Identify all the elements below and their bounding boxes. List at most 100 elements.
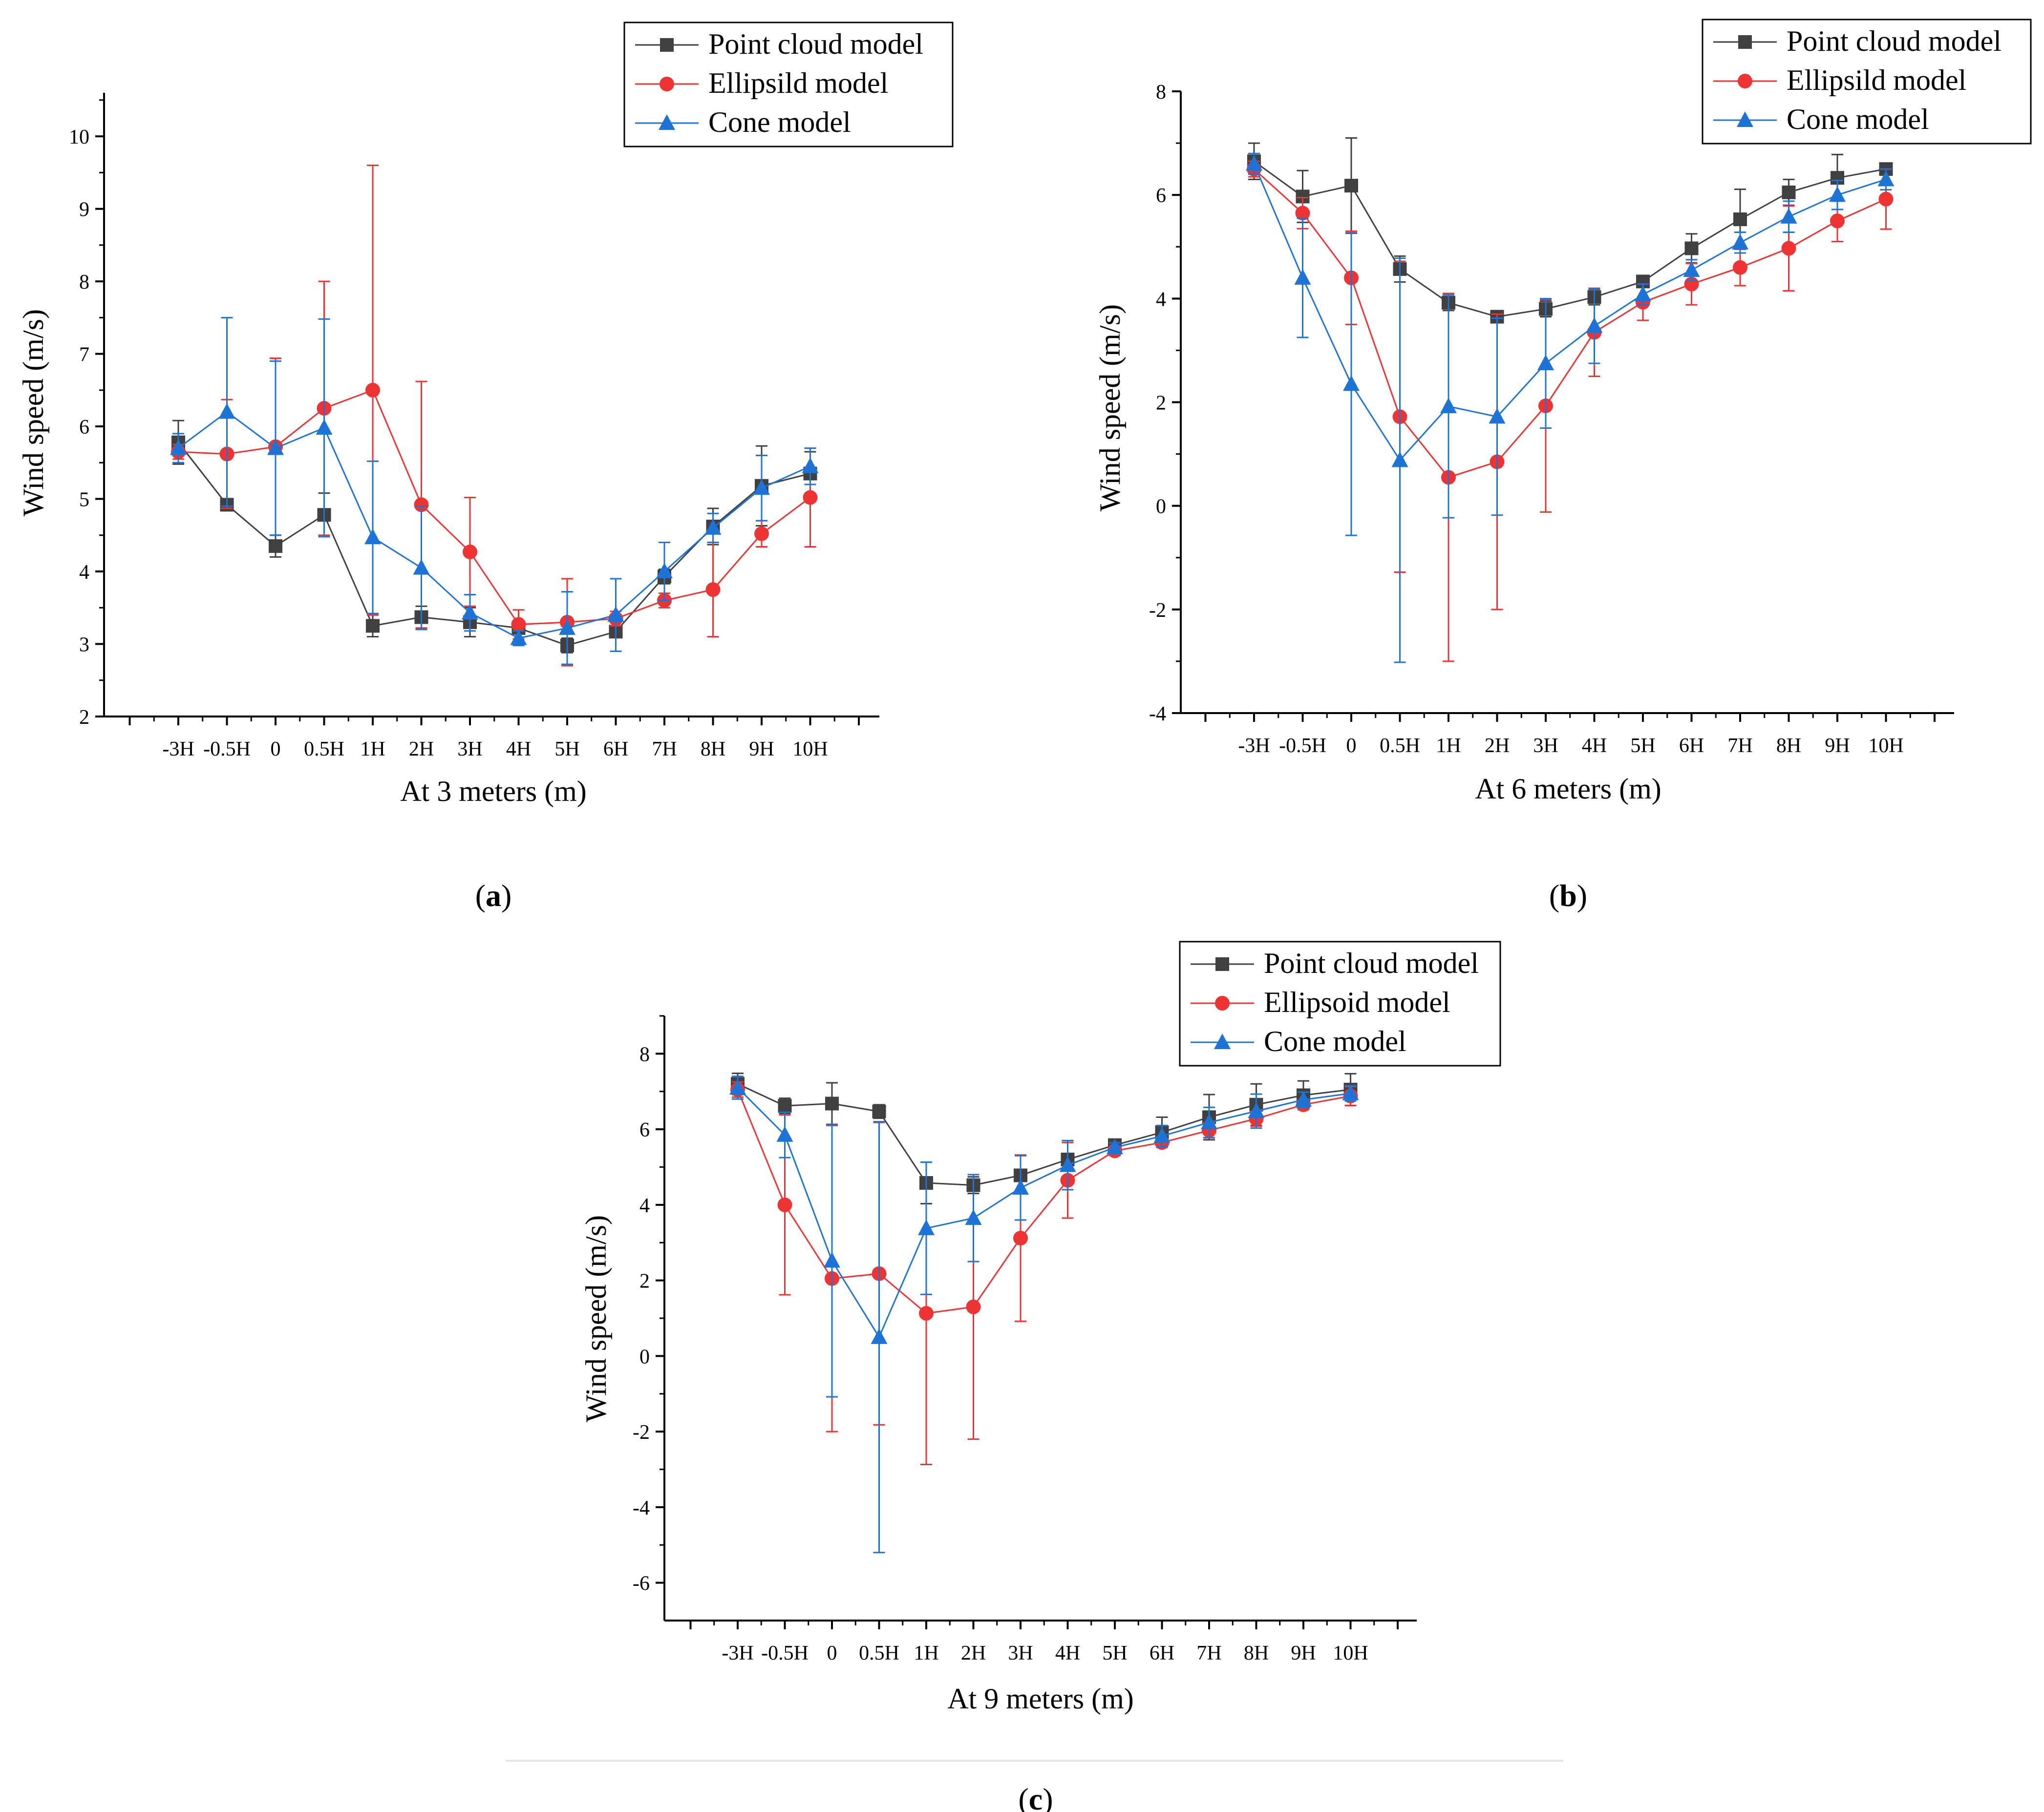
caption-letter-a: a [486,878,501,913]
x-tick-label-c: 5H [1102,1642,1127,1665]
series-line-ellipsoid-a [178,389,811,625]
x-tick-label-b: 1H [1436,735,1461,757]
x-tick-label-b: 5H [1630,735,1655,757]
x-tick-label-b: -3H [1238,735,1270,757]
data-point-cone-c [1201,1114,1217,1130]
x-tick-label-c: 0.5H [859,1642,899,1665]
x-tick-label-c: 10H [1333,1642,1368,1665]
x-tick-label-b: 6H [1679,735,1704,757]
data-point-cone-a [170,439,187,455]
x-tick-label-c: 7H [1196,1642,1221,1665]
y-tick-label-c: -4 [633,1497,650,1519]
legend-label-point-cloud-b: Point cloud model [1787,25,2001,57]
y-tick-label-c: 6 [639,1119,650,1141]
series-cone-c [729,1075,1359,1554]
y-tick-label-a: 7 [79,344,89,366]
series-line-point_cloud-c [737,1083,1351,1186]
legend-label-cone-b: Cone model [1787,103,1929,135]
legend-label-cone-c: Cone model [1264,1025,1406,1057]
y-tick-label-b: -4 [1149,703,1166,725]
series-line-ellipsoid-c [737,1089,1351,1314]
plot-area-b: -4 -2 0 2 4 6 8 -3H -0.5H 0 0.5H 1H 2H 3H 4H 5H 6H 7H 8H 9H… [1149,81,1954,757]
data-point-cone-b [1246,155,1262,171]
y-tick-label-a: 3 [79,634,89,656]
x-tick-label-b: 2H [1485,735,1510,757]
legend-b: Point cloud model Ellipsild model Cone m… [1702,19,2032,145]
caption-paren-open-c: ( [1018,1782,1028,1812]
data-point-cone-c [965,1209,982,1225]
caption-paren-open-a: ( [475,878,486,913]
caption-paren-open-b: ( [1549,878,1559,913]
data-point-cone-b [1635,285,1651,301]
y-tick-label-c: 2 [639,1270,650,1293]
y-tick-label-a: 2 [79,706,89,729]
panel-caption-b: (b) [1549,878,1587,913]
data-point-cone-b [1732,233,1748,250]
data-point-ellipsoid-b [1295,206,1310,221]
x-tick-label-a: -0.5H [203,738,251,760]
x-tick-label-a: 5H [554,738,579,760]
data-point-ellipsoid-c [966,1299,981,1314]
data-point-point_cloud-c [872,1104,886,1118]
plot-area-c: -6 -4 -2 0 2 4 6 8 -3H -0.5H 0 0.5H 1H 2H 3H 4H 5H 6H 7H 8H… [633,1015,1417,1665]
data-point-cone-b [1537,354,1554,370]
legend-marker-point_cloud-c [1215,957,1229,971]
series-point_cloud-b [1247,137,1893,324]
data-point-cone-b [1829,186,1846,202]
series-line-ellipsoid-b [1253,169,1887,479]
y-tick-label-b: 0 [1156,496,1166,518]
legend-label-ellipsoid-a: Ellipsild model [708,67,888,99]
data-point-ellipsoid-a [463,544,477,559]
legend-marker-ellipsoid-c [1215,996,1230,1011]
data-point-point_cloud-b [1344,179,1358,193]
caption-paren-close-a: ) [501,878,511,913]
y-tick-label-a: 6 [79,416,89,439]
data-point-cone-a [413,559,430,575]
y-tick-label-c: -2 [633,1421,650,1444]
data-point-point_cloud-c [778,1099,792,1113]
x-tick-label-a: 4H [506,738,531,760]
legend-label-ellipsoid-b: Ellipsild model [1787,64,1966,96]
data-point-cone-b [1683,261,1700,277]
data-point-cone-a [607,606,624,622]
data-point-cone-c [871,1328,888,1344]
data-point-cone-b [1489,408,1506,424]
x-tick-label-a: 9H [749,738,774,760]
x-tick-label-a: 2H [409,738,434,760]
data-point-cone-c [1059,1156,1076,1172]
x-tick-label-b: -0.5H [1279,735,1326,757]
y-tick-label-b: 4 [1156,288,1166,311]
x-tick-label-a: 0 [271,738,281,760]
data-point-cone-a [267,439,284,455]
data-point-point_cloud-c [825,1096,839,1111]
legend-label-point-cloud-a: Point cloud model [708,28,923,60]
legend-marker-cone-c [1214,1033,1231,1049]
data-point-cone-a [656,563,673,579]
data-point-ellipsoid-a [414,497,429,512]
x-tick-label-c: -0.5H [761,1642,809,1665]
y-tick-label-c: 0 [639,1346,650,1368]
legend-marker-ellipsoid-b [1738,74,1752,88]
x-tick-label-c: -3H [722,1642,753,1665]
panel-caption-c: (c) [1018,1782,1053,1812]
legend-c: Point cloud model Ellipsoid model Cone m… [1179,941,1501,1067]
data-point-cone-c [1107,1138,1123,1155]
y-axis-title-a: Wind speed (m/s) [17,309,49,516]
y-tick-label-a: 9 [79,199,89,221]
panel-c: -6 -4 -2 0 2 4 6 8 -3H -0.5H 0 0.5H 1H 2H 3H 4H 5H 6H 7H 8H… [580,941,1501,1812]
y-tick-label-c: 8 [639,1043,650,1066]
x-tick-label-c: 9H [1291,1642,1316,1665]
data-point-point_cloud-b [1782,185,1796,199]
legend-marker-ellipsoid-a [660,77,674,91]
legend-label-cone-a: Cone model [708,106,851,138]
data-point-cone-c [1012,1179,1029,1195]
y-tick-label-b: -2 [1149,599,1166,622]
legend-label-ellipsoid-c: Ellipsoid model [1264,986,1450,1018]
y-tick-label-b: 8 [1156,81,1166,104]
x-tick-label-c: 2H [961,1642,986,1665]
caption-paren-close-b: ) [1577,878,1587,913]
panel-a: 2 3 4 5 6 7 8 9 10 -3H -0.5H 0 0.5H 1H 2H 3H 4H 5H 6H 7H 8H 9… [17,21,954,913]
caption-letter-c: c [1029,1782,1043,1812]
data-point-ellipsoid-b [1878,191,1894,207]
legend-a: Point cloud model Ellipsild model Cone m… [623,21,954,147]
